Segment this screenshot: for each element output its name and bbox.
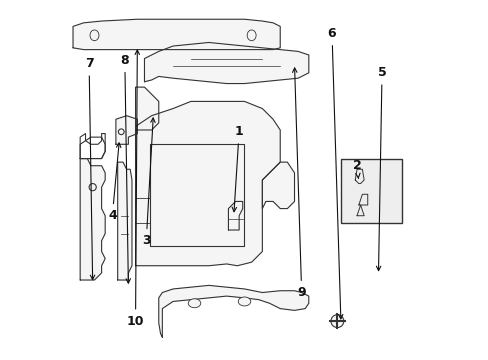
Text: 6: 6 [327, 27, 342, 319]
Polygon shape [262, 162, 294, 208]
Polygon shape [135, 102, 280, 266]
Ellipse shape [188, 299, 201, 308]
Polygon shape [116, 116, 137, 144]
Text: 8: 8 [120, 54, 130, 283]
Text: 2: 2 [352, 159, 361, 178]
Text: 1: 1 [232, 125, 243, 212]
Circle shape [89, 184, 96, 191]
Text: 3: 3 [142, 118, 155, 247]
Polygon shape [159, 285, 308, 337]
Polygon shape [73, 19, 280, 50]
Circle shape [118, 129, 124, 135]
Polygon shape [118, 162, 132, 280]
Polygon shape [144, 42, 308, 84]
Circle shape [330, 315, 343, 328]
Ellipse shape [238, 297, 250, 306]
FancyBboxPatch shape [340, 158, 401, 223]
Text: 9: 9 [292, 68, 305, 299]
Polygon shape [135, 87, 159, 130]
Polygon shape [80, 158, 105, 280]
Text: 4: 4 [108, 143, 121, 222]
Text: 7: 7 [84, 57, 95, 280]
Text: 5: 5 [376, 66, 386, 271]
Text: 10: 10 [126, 50, 144, 328]
Ellipse shape [90, 30, 99, 41]
Ellipse shape [246, 30, 256, 41]
Polygon shape [228, 202, 242, 230]
